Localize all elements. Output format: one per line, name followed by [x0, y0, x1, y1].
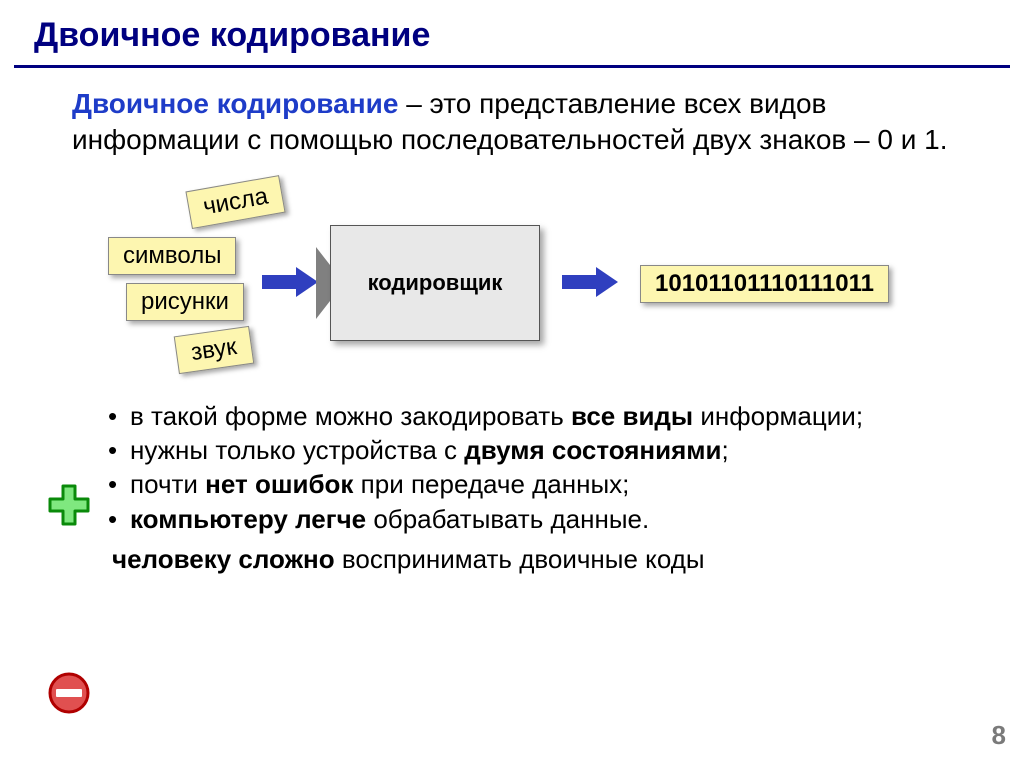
definition-paragraph: Двоичное кодирование – это представление… — [0, 68, 1024, 159]
arrow-in-icon — [262, 267, 318, 297]
input-box-images: рисунки — [126, 283, 244, 321]
page-number: 8 — [992, 720, 1006, 751]
input-box-sound: звук — [174, 326, 254, 374]
definition-term: Двоичное кодирование — [72, 88, 398, 119]
advantage-item: нужны только устройства с двумя состояни… — [108, 433, 984, 467]
advantage-item: в такой форме можно закодировать все вид… — [108, 399, 984, 433]
minus-icon — [48, 672, 90, 714]
advantage-item: компьютеру легче обрабатывать данные. — [108, 502, 984, 536]
advantage-item: почти нет ошибок при передаче данных; — [108, 467, 984, 501]
advantages-list: в такой форме можно закодировать все вид… — [0, 399, 1024, 536]
encoder-box: кодировщик — [330, 225, 540, 341]
input-box-symbols: символы — [108, 237, 236, 275]
plus-icon — [48, 484, 90, 526]
arrow-out-icon — [562, 267, 618, 297]
output-box: 10101101110111011 — [640, 265, 889, 303]
encoding-diagram: числа символы рисунки звук кодировщик 10… — [0, 169, 1024, 399]
disadvantage-line: человеку сложно воспринимать двоичные ко… — [0, 536, 1024, 575]
input-box-numbers: числа — [185, 175, 285, 229]
page-title: Двоичное кодирование — [0, 0, 1024, 65]
